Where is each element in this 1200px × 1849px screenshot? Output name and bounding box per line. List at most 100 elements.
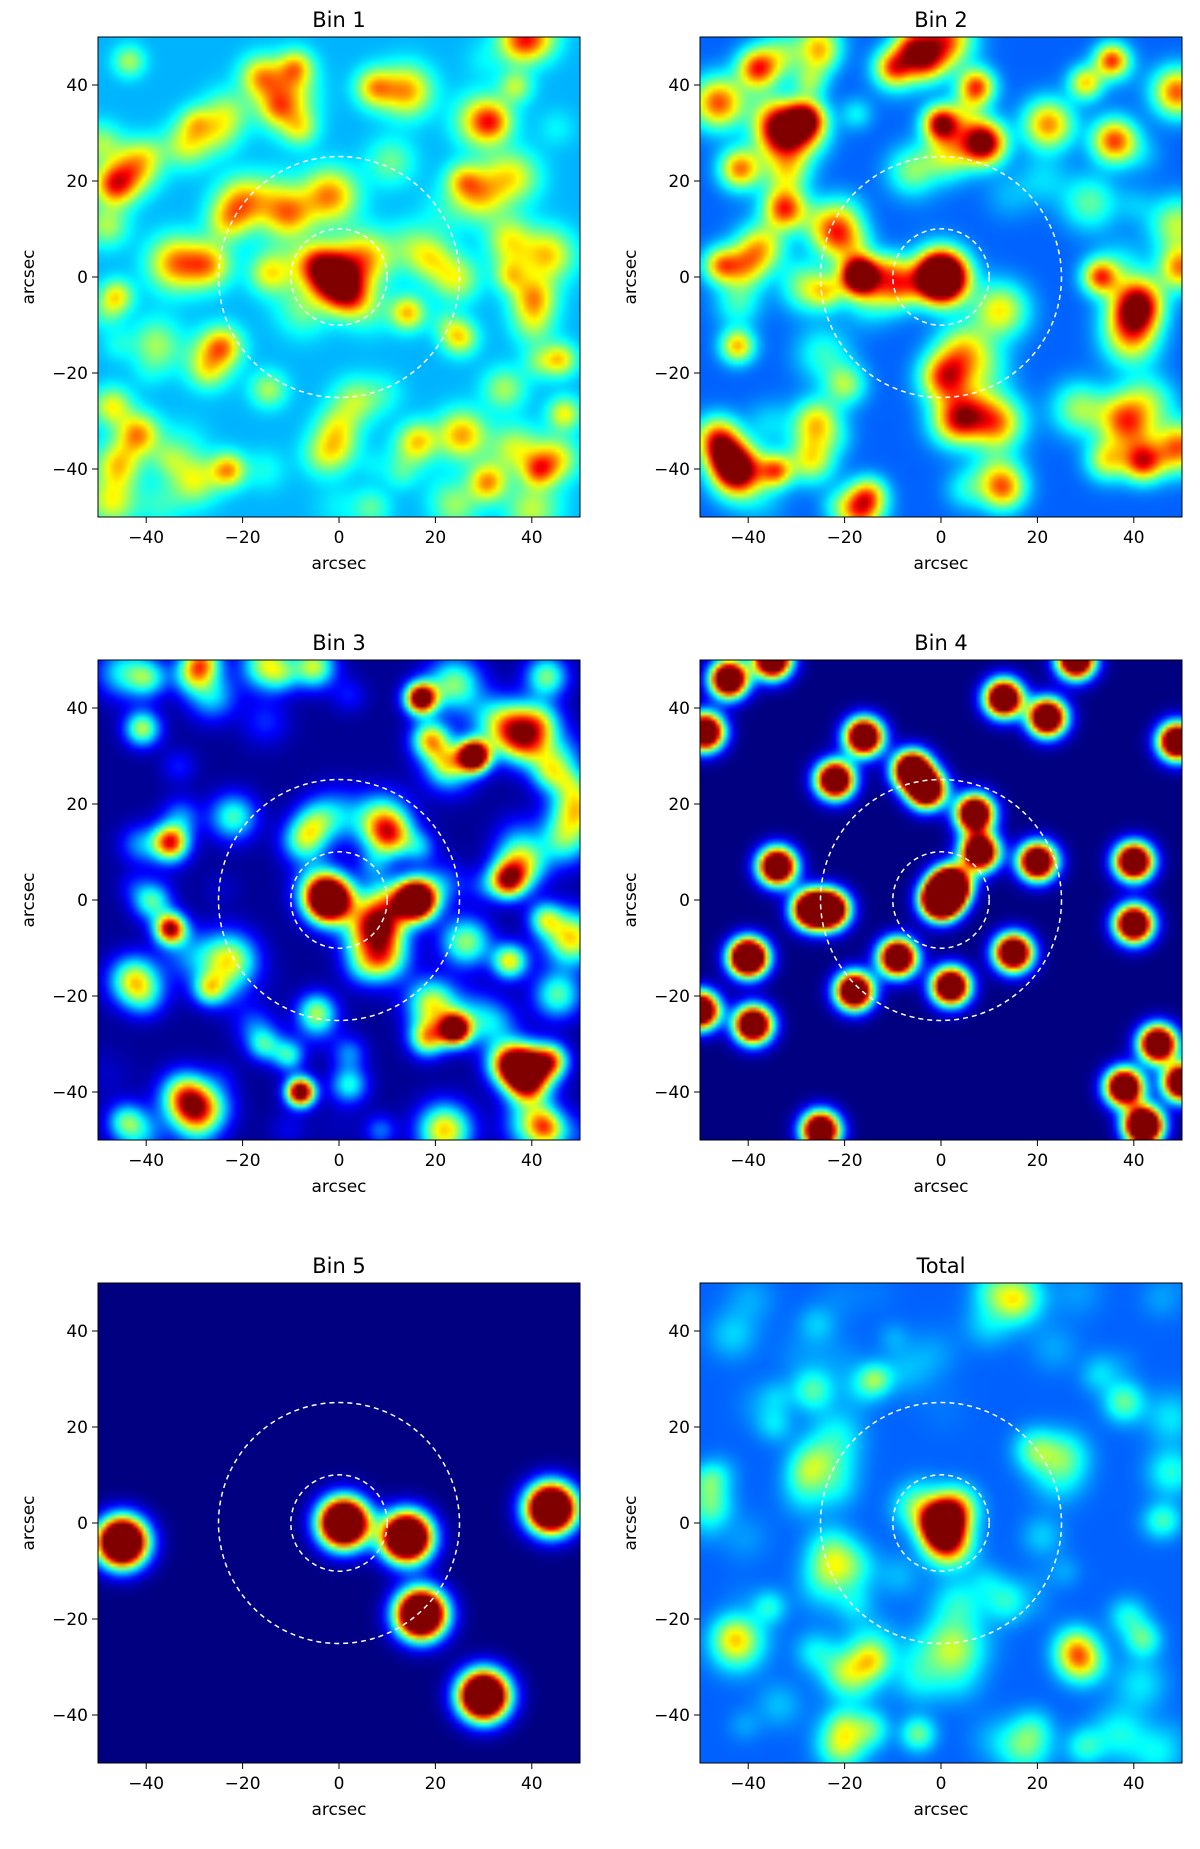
y-tick-label: 0 [679,1514,690,1534]
y-tick-label: −20 [654,364,690,384]
x-axis-label: arcsec [311,1800,366,1820]
panel-title: Bin 2 [914,8,968,32]
y-tick-label: 40 [668,699,690,719]
aperture-ring [290,228,388,326]
y-tick-label: 0 [77,268,88,288]
x-tick-label: 0 [936,1151,947,1171]
heatmap-image [700,1283,1182,1763]
x-tick-label: 0 [334,1774,345,1794]
panel-title: Bin 1 [312,8,366,32]
y-tick-label: 0 [679,268,690,288]
panel-1: −40 −20 0 20 40 −40 −20 0 20 40 Bin 1 arcsec arcsec [19,8,581,574]
aperture-ring [892,228,990,326]
x-tick-label: 40 [521,1774,543,1794]
panel-5: −40 −20 0 20 40 −40 −20 0 20 40 Bin 5 arcsec arcsec [19,1254,581,1820]
x-tick-label: 0 [936,528,947,548]
panel-title: Bin 5 [312,1254,366,1278]
y-tick-label: −20 [654,987,690,1007]
x-tick-label: 20 [1027,1774,1049,1794]
panel-title: Bin 3 [312,631,366,655]
aperture-ring [217,1401,461,1645]
x-tick-label: −40 [128,1774,164,1794]
y-tick-label: 20 [66,795,88,815]
x-tick-label: −20 [225,1774,261,1794]
x-axis-label: arcsec [311,1177,366,1197]
y-axis-label: arcsec [621,872,641,927]
panel-4: −40 −20 0 20 40 −40 −20 0 20 40 Bin 4 arcsec arcsec [621,631,1183,1197]
panel-title: Bin 4 [914,631,968,655]
aperture-ring [819,155,1063,399]
x-tick-label: 40 [1123,1774,1145,1794]
x-tick-label: 20 [1027,1151,1049,1171]
y-tick-label: 40 [66,76,88,96]
y-tick-label: 20 [66,1418,88,1438]
y-tick-label: 0 [679,891,690,911]
x-tick-label: −20 [827,1774,863,1794]
x-tick-label: 0 [334,1151,345,1171]
aperture-ring [892,1474,990,1572]
heatmap-image [98,37,580,517]
x-tick-label: 0 [936,1774,947,1794]
aperture-ring [892,851,990,949]
x-tick-label: −20 [225,1151,261,1171]
panel-2: −40 −20 0 20 40 −40 −20 0 20 40 Bin 2 arcsec arcsec [621,8,1183,574]
x-tick-label: 40 [521,528,543,548]
x-tick-label: −20 [225,528,261,548]
y-tick-label: −40 [52,1083,88,1103]
x-axis-label: arcsec [913,1800,968,1820]
x-axis-label: arcsec [913,554,968,574]
x-tick-label: −40 [730,528,766,548]
x-axis-label: arcsec [311,554,366,574]
y-tick-label: −40 [52,1706,88,1726]
aperture-ring [290,1474,388,1572]
x-tick-label: 40 [521,1151,543,1171]
x-tick-label: −20 [827,528,863,548]
aperture-ring [217,778,461,1022]
aperture-ring [819,778,1063,1022]
x-tick-label: 20 [425,1151,447,1171]
y-tick-label: 20 [668,172,690,192]
x-tick-label: 0 [334,528,345,548]
y-tick-label: −40 [654,1706,690,1726]
y-axis-label: arcsec [19,872,39,927]
x-tick-label: −40 [730,1151,766,1171]
y-tick-label: 40 [66,699,88,719]
panel-6: −40 −20 0 20 40 −40 −20 0 20 40 Total arcsec arcsec [621,1254,1183,1820]
heatmap-image [98,1283,580,1763]
x-tick-label: −40 [128,528,164,548]
aperture-ring [819,1401,1063,1645]
y-tick-label: −20 [52,987,88,1007]
y-tick-label: 40 [668,76,690,96]
y-axis-label: arcsec [621,1495,641,1550]
aperture-ring [217,155,461,399]
x-tick-label: 40 [1123,528,1145,548]
x-tick-label: −40 [730,1774,766,1794]
x-axis-label: arcsec [913,1177,968,1197]
y-tick-label: −20 [52,364,88,384]
aperture-ring [290,851,388,949]
y-axis-label: arcsec [621,249,641,304]
panel-title: Total [915,1254,965,1278]
y-tick-label: −40 [654,460,690,480]
x-tick-label: 40 [1123,1151,1145,1171]
panel-3: −40 −20 0 20 40 −40 −20 0 20 40 Bin 3 arcsec arcsec [19,631,581,1197]
y-tick-label: 20 [668,1418,690,1438]
x-tick-label: 20 [425,528,447,548]
y-tick-label: −40 [654,1083,690,1103]
y-tick-label: 40 [66,1322,88,1342]
heatmap-image [700,37,1182,517]
y-axis-label: arcsec [19,1495,39,1550]
heatmap-image [98,660,580,1140]
x-tick-label: −40 [128,1151,164,1171]
y-tick-label: −20 [654,1610,690,1630]
y-tick-label: 0 [77,891,88,911]
y-tick-label: 20 [668,795,690,815]
y-tick-label: −40 [52,460,88,480]
y-tick-label: 0 [77,1514,88,1534]
y-tick-label: 20 [66,172,88,192]
x-tick-label: −20 [827,1151,863,1171]
y-axis-label: arcsec [19,249,39,304]
x-tick-label: 20 [425,1774,447,1794]
